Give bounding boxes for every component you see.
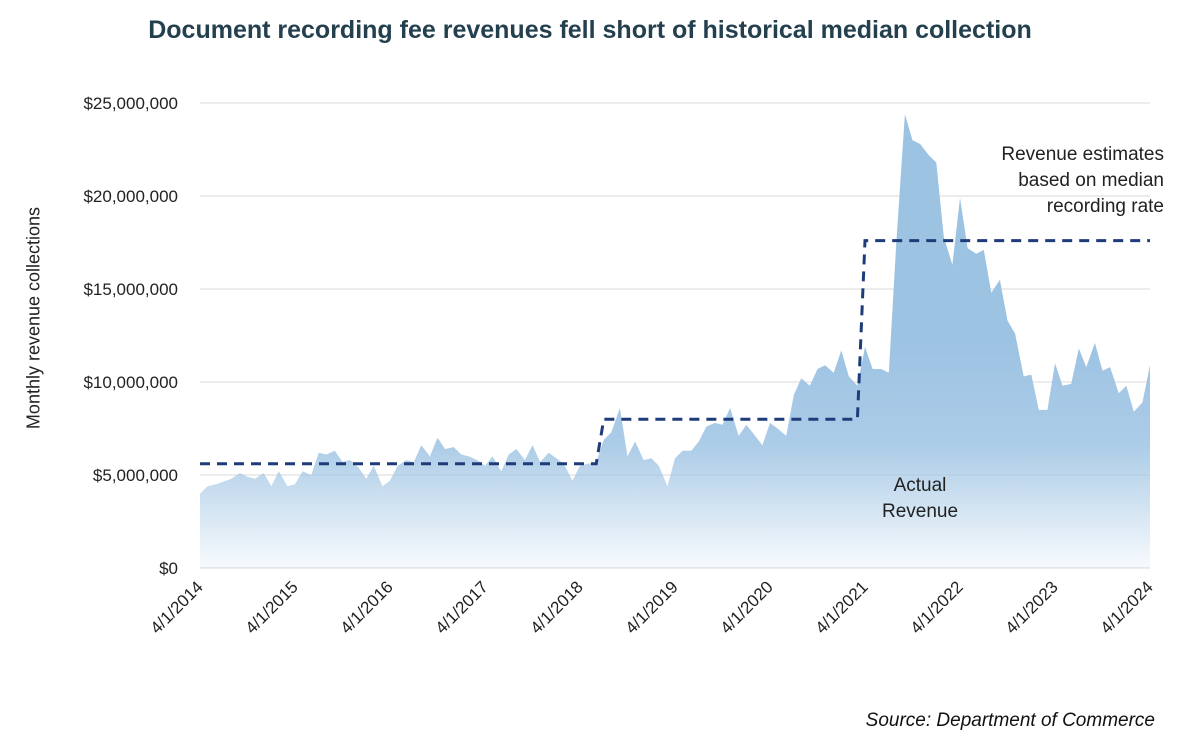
y-tick-label: $15,000,000 (83, 280, 178, 299)
x-tick-label: 4/1/2021 (812, 577, 872, 637)
y-tick-label: $10,000,000 (83, 373, 178, 392)
x-tick-label: 4/1/2020 (717, 577, 777, 637)
y-tick-label: $25,000,000 (83, 94, 178, 113)
y-tick-label: $20,000,000 (83, 187, 178, 206)
x-tick-label: 4/1/2018 (527, 577, 587, 637)
source-note: Source: Department of Commerce (865, 710, 1155, 731)
actual-revenue-series (200, 114, 1150, 568)
median-estimate-series (200, 239, 1150, 466)
x-tick-label: 4/1/2024 (1097, 577, 1157, 637)
y-tick-label: $5,000,000 (93, 466, 178, 485)
x-tick-label: 4/1/2015 (242, 577, 302, 637)
x-tick-label: 4/1/2014 (147, 577, 207, 637)
annotations: Revenue estimates based on median recordin… (882, 144, 1164, 522)
y-tick-label: $0 (159, 559, 178, 578)
chart-title: Document recording fee revenues fell sho… (148, 16, 1032, 44)
x-axis: 4/1/2014 4/1/2015 4/1/2016 4/1/2017 4/1/2018… (147, 577, 1157, 637)
x-tick-label: 4/1/2023 (1002, 577, 1062, 637)
actual-revenue-annotation: Actual Revenue (882, 475, 958, 522)
x-tick-label: 4/1/2019 (622, 577, 682, 637)
y-axis: $0 $5,000,000 $10,000,000 $15,000,000 $20,00… (83, 94, 178, 578)
actual-revenue-area (200, 114, 1150, 568)
median-estimate-line (200, 239, 1150, 466)
x-tick-label: 4/1/2017 (432, 577, 492, 637)
x-tick-label: 4/1/2022 (907, 577, 967, 637)
median-estimate-annotation: Revenue estimates based on median recordin… (1001, 144, 1164, 217)
x-tick-label: 4/1/2016 (337, 577, 397, 637)
